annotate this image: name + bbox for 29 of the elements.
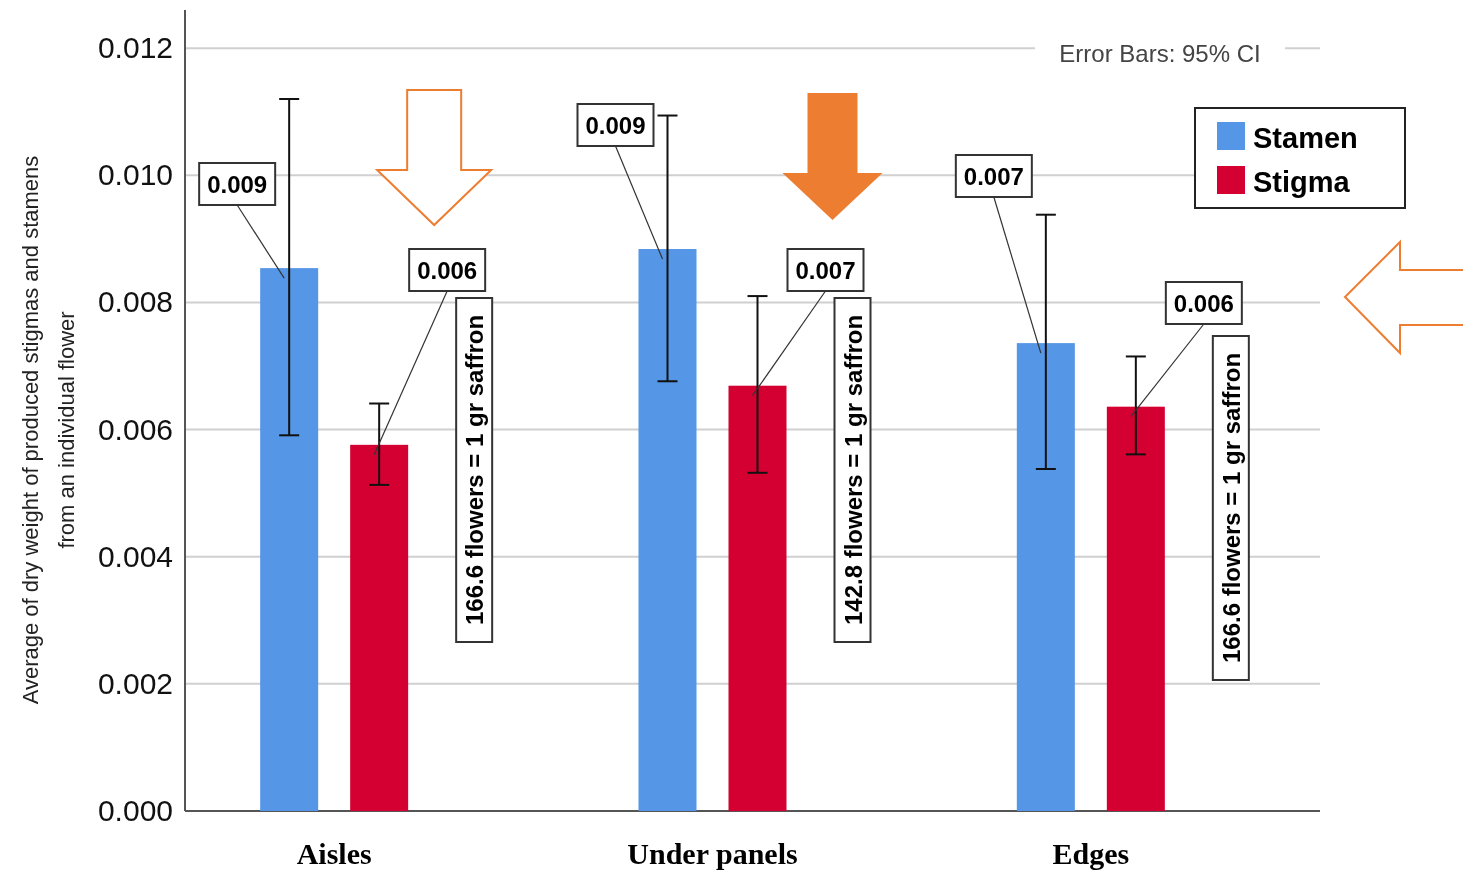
x-tick-label: Aisles bbox=[296, 837, 372, 870]
data-label: 0.009 bbox=[585, 112, 646, 139]
bar bbox=[638, 249, 697, 811]
bar bbox=[1016, 343, 1075, 811]
data-label: 0.007 bbox=[963, 163, 1024, 190]
legend-label: Stigma bbox=[1253, 166, 1351, 198]
annotation: Error Bars: 95% CI bbox=[1059, 40, 1261, 67]
y-tick-label: 0.006 bbox=[97, 412, 173, 446]
data-label: 0.006 bbox=[417, 257, 478, 284]
bar bbox=[350, 444, 409, 811]
bar bbox=[1106, 406, 1165, 811]
y-tick-label: 0.002 bbox=[97, 666, 173, 700]
y-tick-label: 0.008 bbox=[97, 285, 173, 319]
data-label: 0.009 bbox=[207, 171, 268, 198]
y-tick-label: 0.010 bbox=[97, 158, 173, 192]
annotation: 142.8 flowers = 1 gr saffron bbox=[839, 314, 867, 626]
y-tick-label: 0.004 bbox=[97, 539, 173, 573]
bar bbox=[260, 268, 319, 811]
y-tick-label: 0.012 bbox=[97, 31, 173, 65]
y-axis-title: Average of dry weight of produced stigmas and stamens from an individual flower bbox=[18, 155, 79, 705]
data-label: 0.006 bbox=[1173, 290, 1234, 317]
data-label: 0.007 bbox=[795, 257, 856, 284]
bar bbox=[728, 385, 787, 811]
legend-label: Stamen bbox=[1253, 122, 1358, 154]
annotation: 166.6 flowers = 1 gr saffron bbox=[461, 314, 489, 626]
x-tick-label: Edges bbox=[1052, 837, 1130, 870]
annotation: 166.6 flowers = 1 gr saffron bbox=[1217, 352, 1245, 664]
x-tick-label: Under panels bbox=[627, 837, 798, 870]
y-tick-label: 0.000 bbox=[97, 794, 173, 827]
